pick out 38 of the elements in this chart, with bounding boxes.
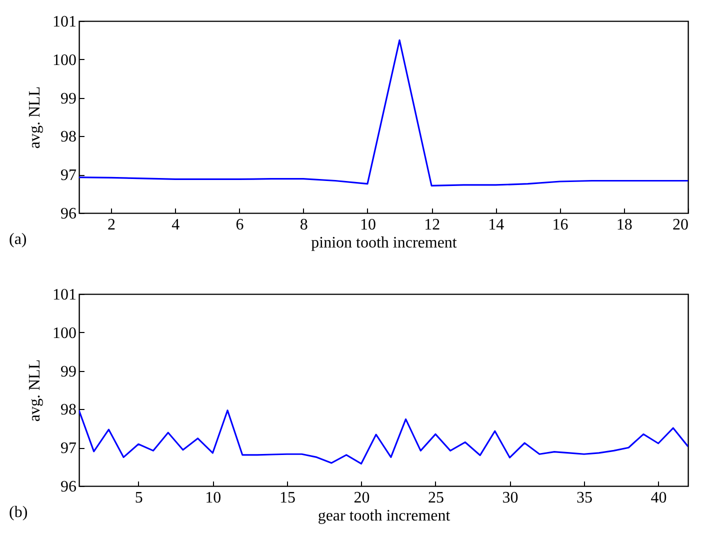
- x-tick-label: 2: [108, 216, 116, 234]
- y-tick-label: 101: [52, 14, 76, 30]
- y-tick-label: 99: [60, 363, 76, 380]
- y-tick-label: 97: [60, 440, 76, 458]
- y-tick-label: 97: [60, 167, 76, 184]
- x-tick-label: 18: [616, 216, 632, 234]
- x-tick-label: 5: [134, 490, 143, 506]
- x-axis-title: gear tooth increment: [318, 508, 451, 524]
- y-tick-label: 98: [60, 402, 76, 419]
- line-series: [79, 410, 688, 465]
- y-axis-title: avg. NLL: [26, 86, 44, 149]
- x-tick-label: 40: [650, 490, 667, 506]
- y-axis-title: avg. NLL: [26, 359, 44, 422]
- x-tick-label: 35: [576, 490, 593, 506]
- text: (b): [9, 504, 28, 521]
- text: (a): [9, 231, 27, 248]
- x-tick-label: 25: [428, 490, 444, 506]
- x-tick-label: 10: [205, 490, 222, 506]
- x-tick-label: 6: [236, 216, 244, 234]
- y-tick-label: 96: [60, 206, 76, 222]
- line-series: [79, 39, 688, 187]
- y-tick-label: 96: [60, 478, 76, 496]
- y-tick-label: 100: [52, 52, 76, 69]
- x-tick-label: 14: [488, 216, 504, 234]
- x-tick-label: 16: [552, 216, 568, 234]
- y-tick-label: 101: [52, 286, 76, 304]
- x-tick-label: 10: [360, 216, 376, 234]
- y-tick-label: 98: [60, 128, 76, 146]
- y-tick-label: 100: [52, 324, 76, 342]
- x-tick-label: 15: [279, 490, 296, 506]
- x-tick-label: 4: [172, 216, 180, 234]
- y-tick-label: 99: [60, 90, 76, 108]
- x-axis-title: pinion tooth increment: [311, 234, 458, 252]
- x-tick-label: 8: [300, 216, 308, 234]
- x-tick-label: 12: [424, 216, 440, 234]
- x-tick-label: 30: [502, 490, 518, 506]
- x-tick-label: 20: [354, 490, 370, 506]
- x-tick-label: 20: [672, 216, 688, 234]
